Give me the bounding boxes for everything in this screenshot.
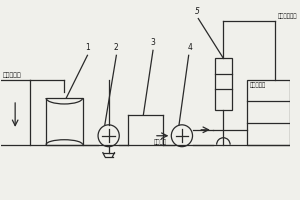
Text: 4: 4: [187, 43, 192, 52]
Text: 5: 5: [195, 7, 200, 16]
Text: 3: 3: [151, 38, 155, 47]
Text: 塔的庢次钓: 塔的庢次钓: [3, 73, 21, 78]
Bar: [46, 98, 82, 145]
Text: 去水环压电机: 去水环压电机: [277, 13, 297, 19]
Bar: [215, 58, 232, 110]
Text: 1: 1: [85, 43, 90, 52]
Text: 2: 2: [114, 43, 119, 52]
Bar: [247, 80, 290, 145]
Text: 主庢次钓洗: 主庢次钓洗: [249, 82, 266, 88]
Text: 低压荷气: 低压荷气: [154, 140, 167, 145]
